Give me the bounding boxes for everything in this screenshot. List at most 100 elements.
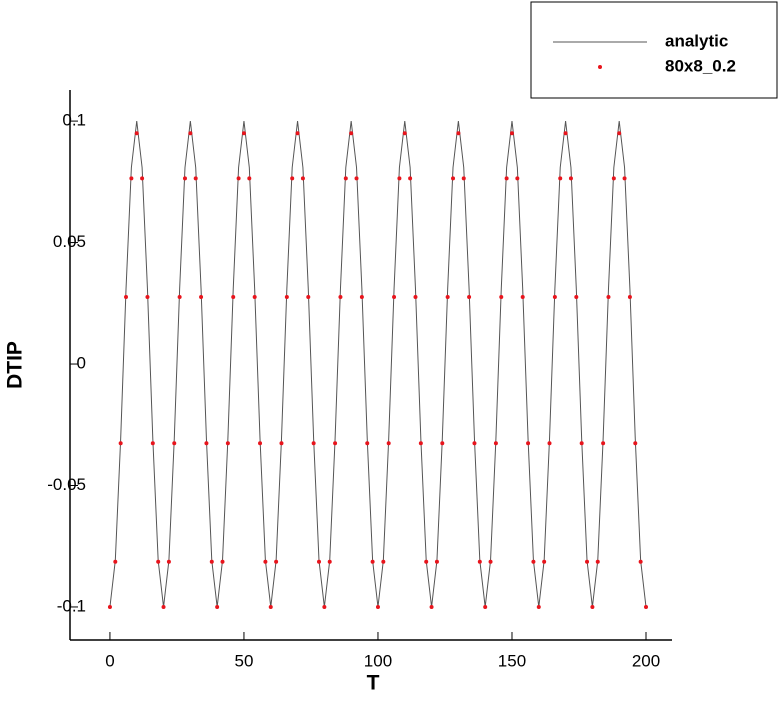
data-point [359, 294, 364, 299]
data-point [177, 294, 182, 299]
y-tick-label: 0.1 [62, 111, 86, 130]
data-point [134, 131, 139, 136]
data-point [611, 176, 616, 181]
series-line [109, 121, 647, 608]
data-point [418, 441, 423, 446]
data-point [467, 294, 472, 299]
data-point [338, 294, 343, 299]
data-point [140, 176, 145, 181]
data-point [617, 131, 622, 136]
data-point [381, 559, 386, 564]
data-point [477, 559, 482, 564]
data-point [386, 441, 391, 446]
x-tick-label: 200 [632, 651, 660, 670]
data-point [322, 604, 327, 609]
data-point [231, 294, 236, 299]
data-point [451, 176, 456, 181]
y-tick-label: 0 [77, 354, 86, 373]
data-point [601, 441, 606, 446]
data-point [622, 176, 627, 181]
x-tick-label: 0 [105, 651, 114, 670]
x-tick-label: 150 [498, 651, 526, 670]
data-point [241, 131, 246, 136]
data-point [166, 559, 171, 564]
data-point [644, 604, 649, 609]
data-point [220, 559, 225, 564]
data-point [483, 604, 488, 609]
data-point [258, 441, 263, 446]
data-point [568, 176, 573, 181]
data-point [638, 559, 643, 564]
data-point [606, 294, 611, 299]
data-point [317, 559, 322, 564]
data-point [552, 294, 557, 299]
data-point [434, 559, 439, 564]
data-point [542, 559, 547, 564]
data-point [300, 176, 305, 181]
data-point [392, 294, 397, 299]
legend-label: 80x8_0.2 [665, 56, 736, 75]
data-point [263, 559, 268, 564]
data-point [627, 294, 632, 299]
data-point [413, 294, 418, 299]
x-tick-label: 50 [234, 651, 253, 670]
data-point [579, 441, 584, 446]
data-point [145, 294, 150, 299]
data-point [370, 559, 375, 564]
data-point [113, 559, 118, 564]
data-point [402, 131, 407, 136]
data-point [461, 176, 466, 181]
data-point [408, 176, 413, 181]
data-point [526, 441, 531, 446]
data-point [595, 559, 600, 564]
data-point [107, 604, 112, 609]
legend-box [530, 1, 778, 99]
data-point [472, 441, 477, 446]
data-point [397, 176, 402, 181]
data-point [161, 604, 166, 609]
data-point [118, 441, 123, 446]
data-point [424, 559, 429, 564]
data-point [279, 441, 284, 446]
data-point [633, 441, 638, 446]
data-point [215, 604, 220, 609]
data-point [247, 176, 252, 181]
x-tick-label: 100 [364, 651, 392, 670]
data-point [290, 176, 295, 181]
data-point [284, 294, 289, 299]
data-point [236, 176, 241, 181]
data-point [504, 176, 509, 181]
y-tick-label: 0.05 [53, 232, 86, 251]
data-point [274, 559, 279, 564]
data-point [129, 176, 134, 181]
data-point [124, 294, 129, 299]
data-point [365, 441, 370, 446]
data-point [558, 176, 563, 181]
data-point [311, 441, 316, 446]
data-point [590, 604, 595, 609]
data-point [343, 176, 348, 181]
data-point [172, 441, 177, 446]
data-point [547, 441, 552, 446]
y-axis-label: DTIP [4, 341, 27, 389]
data-point [193, 176, 198, 181]
data-point [209, 559, 214, 564]
x-axis-label: T [367, 672, 380, 695]
data-point [204, 441, 209, 446]
data-point [456, 131, 461, 136]
data-point [585, 559, 590, 564]
data-point [509, 131, 514, 136]
data-point [440, 441, 445, 446]
data-point [252, 294, 257, 299]
data-point [520, 294, 525, 299]
legend-label: analytic [665, 31, 728, 50]
data-point [188, 131, 193, 136]
data-point [268, 604, 273, 609]
data-point [150, 441, 155, 446]
y-tick-label: -0.05 [47, 475, 86, 494]
data-point [295, 131, 300, 136]
data-point [182, 176, 187, 181]
data-point [333, 441, 338, 446]
